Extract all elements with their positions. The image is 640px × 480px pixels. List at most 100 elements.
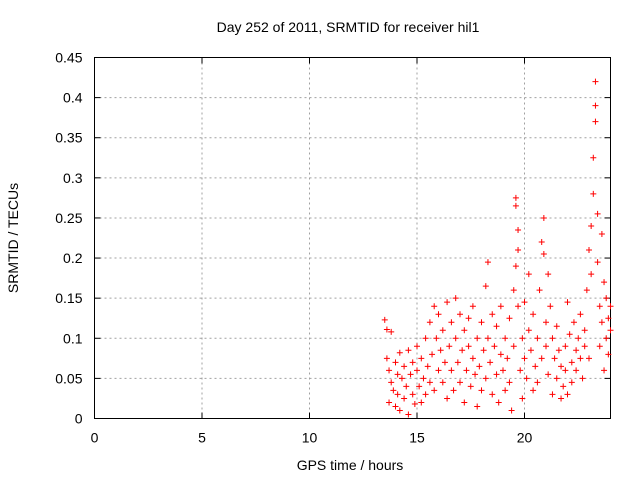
data-point: [495, 399, 502, 406]
data-point: [484, 335, 491, 342]
data-point: [459, 347, 466, 354]
data-point: [493, 371, 500, 378]
data-point: [398, 375, 405, 382]
data-point: [553, 375, 560, 382]
data-point: [493, 323, 500, 330]
data-point: [581, 343, 588, 350]
data-point: [489, 311, 496, 318]
data-point: [515, 303, 522, 310]
data-point: [506, 379, 513, 386]
data-point: [512, 194, 519, 201]
data-point: [386, 399, 393, 406]
data-point: [482, 283, 489, 290]
data-point: [411, 401, 418, 408]
data-point: [590, 190, 597, 197]
data-point: [474, 335, 481, 342]
data-point: [508, 407, 515, 414]
data-point: [454, 359, 461, 366]
data-point: [551, 355, 558, 362]
y-tick-label: 0: [75, 411, 83, 427]
data-point: [601, 279, 608, 286]
data-point: [405, 347, 412, 354]
data-point: [601, 367, 608, 374]
data-point: [558, 395, 565, 402]
data-point: [521, 299, 528, 306]
data-point: [581, 327, 588, 334]
data-point: [515, 247, 522, 254]
data-point: [512, 202, 519, 209]
data-point: [463, 367, 470, 374]
data-point: [444, 299, 451, 306]
data-point: [502, 387, 509, 394]
data-point: [405, 411, 412, 418]
data-point: [530, 387, 537, 394]
x-tick-label: 15: [409, 430, 425, 446]
data-point: [553, 323, 560, 330]
data-point: [598, 230, 605, 237]
data-point: [512, 263, 519, 270]
data-point: [504, 355, 511, 362]
y-axis-ticks: 0 0.05 0.1 0.15 0.2 0.25 0.3 0.35 0.4 0.45: [55, 50, 611, 427]
data-point: [573, 347, 580, 354]
data-point: [435, 367, 442, 374]
data-point: [489, 391, 496, 398]
data-point: [575, 335, 582, 342]
data-point: [392, 359, 399, 366]
y-tick-label: 0.15: [55, 290, 82, 306]
data-point: [497, 303, 504, 310]
data-point: [461, 327, 468, 334]
data-point: [592, 78, 599, 85]
data-point: [525, 271, 532, 278]
data-point: [422, 391, 429, 398]
data-point: [590, 154, 597, 161]
plot-frame: [94, 57, 611, 419]
data-point: [534, 379, 541, 386]
data-point: [452, 335, 459, 342]
data-point: [532, 363, 539, 370]
data-point: [467, 383, 474, 390]
y-tick-label: 0.4: [63, 90, 83, 106]
x-tick-label: 10: [302, 430, 318, 446]
data-point: [543, 343, 549, 350]
data-point: [403, 383, 410, 390]
data-point: [414, 367, 420, 374]
data-point: [545, 271, 552, 278]
data-point: [594, 259, 601, 266]
data-point: [465, 343, 472, 350]
data-point: [566, 331, 573, 338]
data-point: [586, 247, 592, 254]
data-point: [543, 319, 549, 326]
data-point: [530, 311, 537, 318]
data-point: [469, 303, 476, 310]
data-point: [422, 335, 429, 342]
data-point: [474, 403, 481, 410]
data-point: [527, 347, 534, 354]
data-point: [437, 347, 444, 354]
data-point: [579, 375, 586, 382]
y-tick-label: 0.2: [63, 250, 83, 266]
data-point: [465, 315, 472, 322]
data-point: [394, 371, 401, 378]
data-point: [519, 335, 526, 342]
data-point: [409, 359, 416, 366]
data-point: [396, 407, 403, 414]
y-tick-label: 0.3: [63, 170, 83, 186]
x-tick-label: 0: [91, 430, 99, 446]
data-point: [596, 343, 603, 350]
data-point: [577, 355, 584, 362]
x-axis-label: GPS time / hours: [297, 457, 404, 473]
data-point: [586, 355, 592, 362]
data-point: [457, 311, 463, 318]
data-point: [568, 379, 575, 386]
data-point: [480, 347, 487, 354]
data-point: [540, 214, 547, 221]
data-point: [562, 343, 569, 350]
data-point: [388, 379, 395, 386]
data-point: [547, 303, 554, 310]
data-point: [596, 303, 603, 310]
data-point: [448, 367, 455, 374]
data-point: [607, 303, 614, 310]
data-point: [424, 363, 431, 370]
data-point: [452, 295, 459, 302]
